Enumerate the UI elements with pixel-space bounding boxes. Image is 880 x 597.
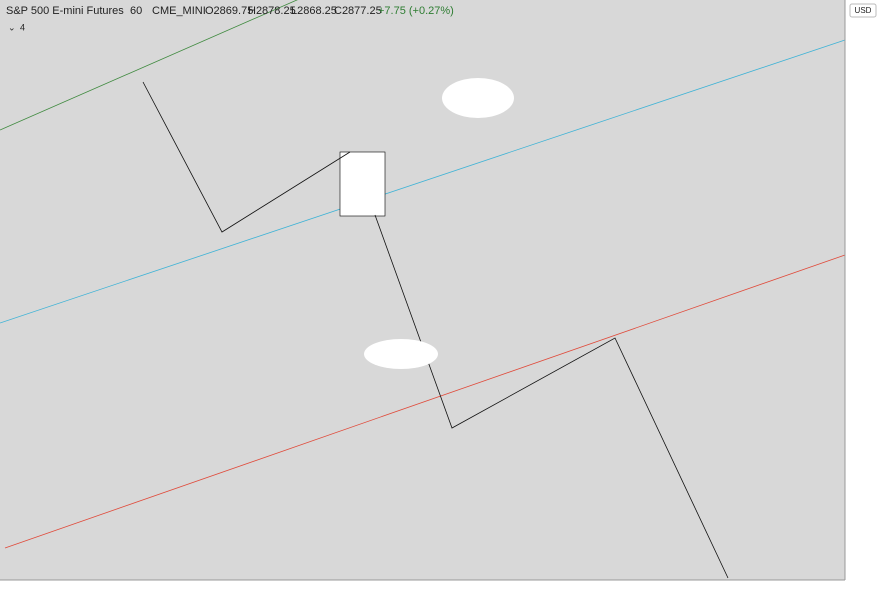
currency-box[interactable] [849, 3, 877, 18]
red-trendline [4, 254, 846, 549]
indicator-count[interactable]: 4 [20, 22, 25, 32]
wave-line [374, 214, 729, 579]
green-trendline [0, 0, 298, 131]
time-axis [0, 580, 880, 597]
indicator-toggle[interactable]: ⌄ [8, 22, 16, 32]
drawings [142, 78, 729, 579]
box-annotation [339, 151, 386, 217]
ohlc-open: O2869.75 [205, 5, 253, 17]
trend-lines [0, 0, 846, 549]
change: +7.75 (+0.27%) [378, 5, 454, 17]
symbol: S&P 500 E-mini Futures [6, 5, 124, 17]
ellipse-marker [364, 339, 438, 369]
ohlc-low: L2868.25 [291, 5, 337, 17]
price-axis [845, 0, 880, 597]
ellipse-marker [442, 78, 514, 118]
exchange: CME_MINI [152, 5, 206, 17]
wave-line [142, 81, 351, 233]
ohlc-high: H2878.25 [248, 5, 296, 17]
ohlc-close: C2877.25 [334, 5, 382, 17]
plot-background [0, 0, 845, 580]
interval: 60 [130, 5, 142, 17]
blue-trendline [0, 39, 846, 324]
currency[interactable]: USD [855, 6, 872, 15]
